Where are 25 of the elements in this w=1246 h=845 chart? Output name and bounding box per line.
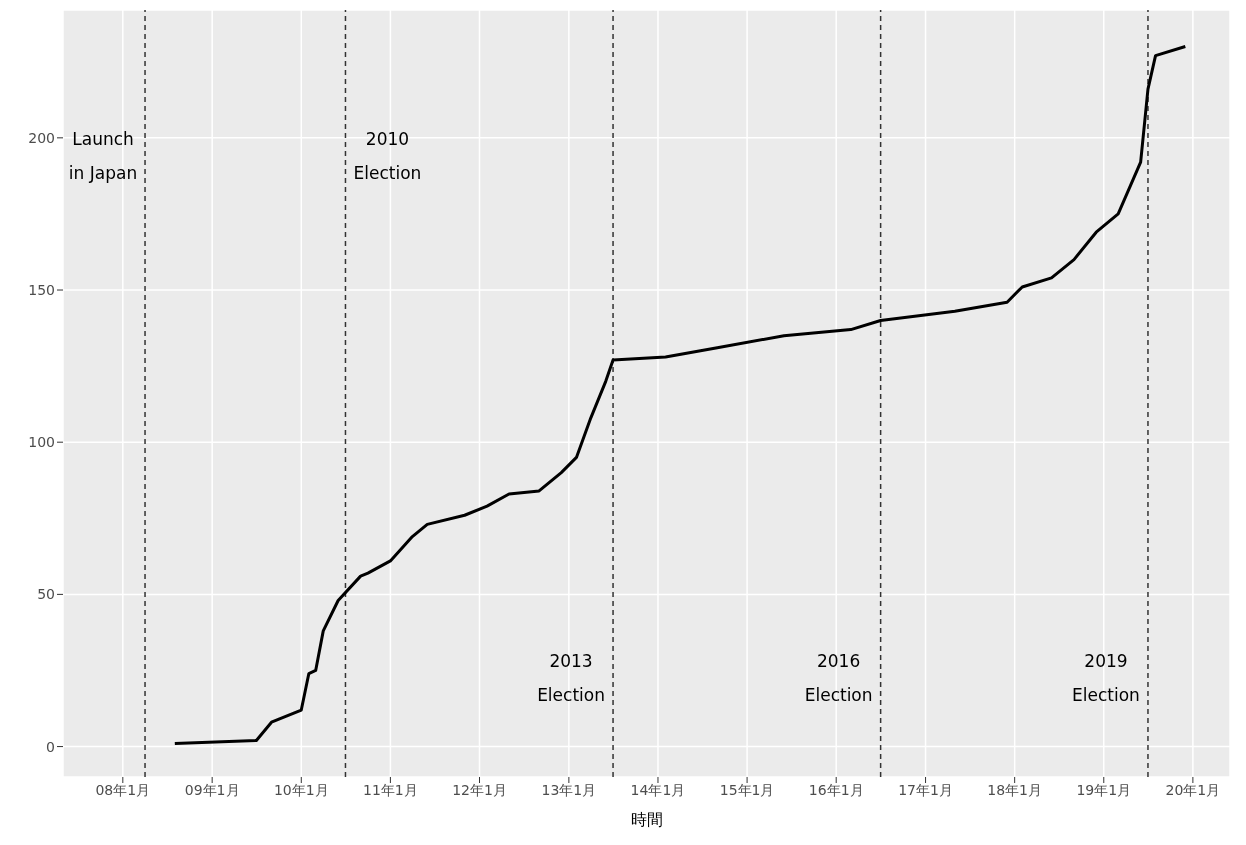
- y-tick-label: 150: [28, 281, 55, 298]
- x-tick-label: 12年1月: [452, 781, 507, 798]
- x-tick-label: 08年1月: [95, 781, 151, 798]
- ref-line-label: 2010 Election: [353, 129, 422, 183]
- line-series: [173, 45, 1187, 746]
- x-tick-label: 15年1月: [719, 781, 775, 798]
- x-tick-label: 13年1月: [541, 781, 597, 798]
- x-tick-label: 17年1月: [898, 781, 953, 798]
- y-tick-label: 0: [46, 738, 55, 755]
- x-axis-title: 時間: [630, 810, 663, 829]
- x-tick-label: 14年1月: [630, 781, 686, 798]
- x-tick-label: 19年1月: [1076, 781, 1132, 798]
- y-tick-label: 200: [28, 129, 55, 146]
- y-tick-label: 100: [28, 434, 55, 451]
- x-tick-label: 18年1月: [987, 781, 1043, 798]
- x-tick-label: 11年1月: [363, 781, 418, 798]
- x-tick-label: 09年1月: [184, 781, 240, 798]
- y-tick-label: 50: [37, 586, 55, 603]
- ref-line-label: Launch in Japan: [68, 129, 138, 183]
- x-tick-label: 16年1月: [808, 781, 864, 798]
- x-tick-label: 10年1月: [273, 781, 329, 798]
- ref-line-label: 2016 Election: [804, 651, 873, 705]
- x-tick-label: 20年1月: [1165, 781, 1221, 798]
- ref-line-label: 2013 Election: [537, 651, 605, 705]
- ref-line-label: 2019 Election: [1072, 651, 1140, 705]
